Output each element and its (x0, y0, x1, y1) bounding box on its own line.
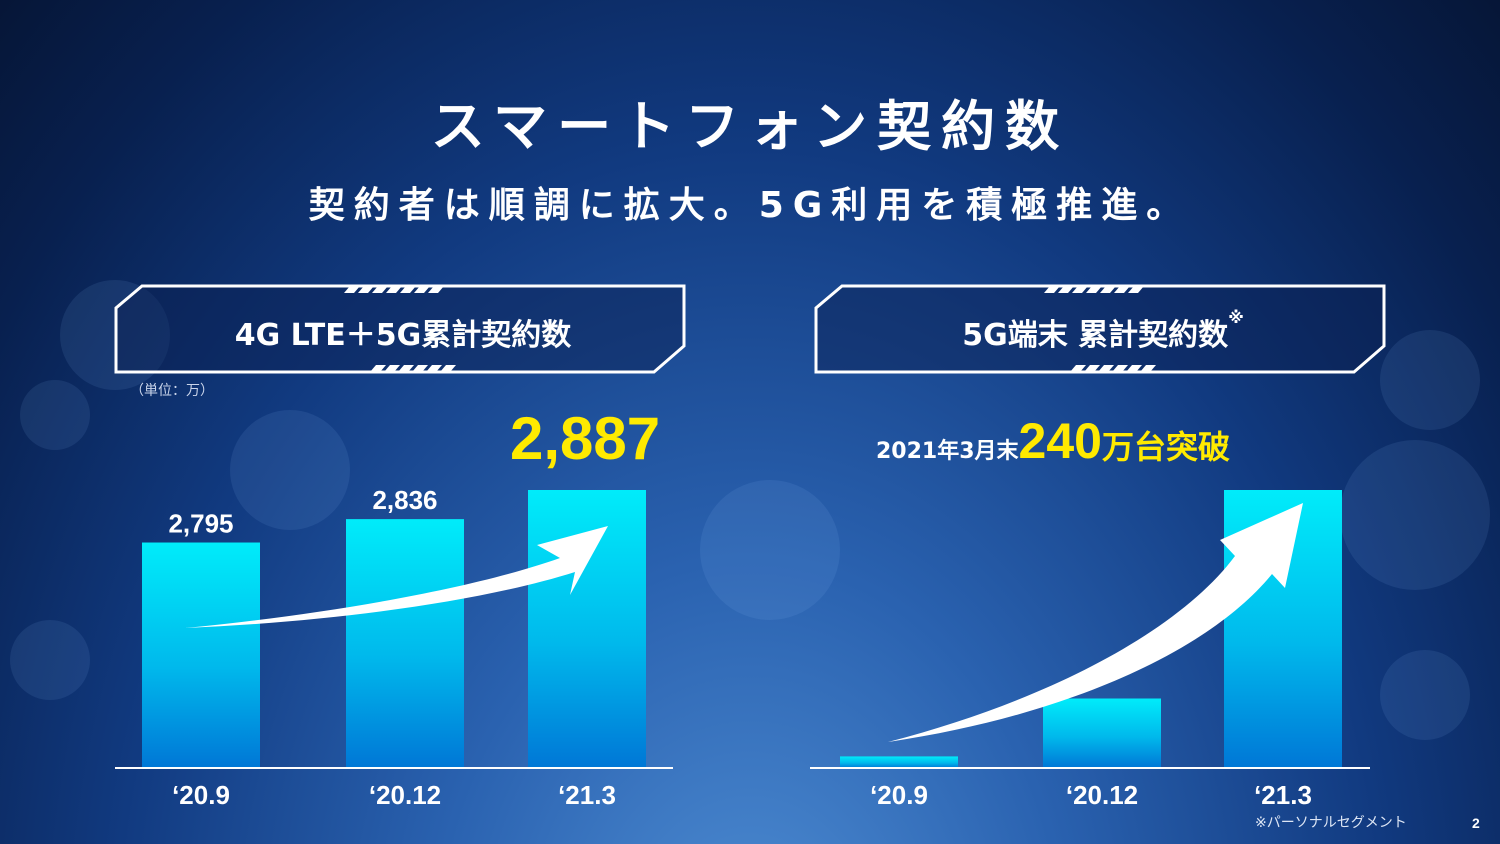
right-panel-title-mark: ※ (1228, 308, 1244, 327)
bar-1 (1043, 698, 1161, 768)
right-bar-chart: ‘20.9 ‘20.12 ‘21.3 (810, 490, 1370, 810)
x-tick-label: ‘20.9 (172, 780, 230, 810)
left-panel-title: 4G LTE＋5G累計契約数 (234, 318, 572, 353)
right-callout: 2021年3月末240万台突破 (876, 412, 1230, 470)
x-tick-label: ‘21.3 (558, 780, 616, 810)
x-tick-label: ‘20.9 (870, 780, 928, 810)
right-panel-title-text: 5G端末 累計契約数 (962, 318, 1229, 353)
x-tick-label: ‘20.12 (1066, 780, 1138, 810)
page-title: スマートフォン契約数 (430, 95, 1070, 158)
left-panel-header-frame (114, 284, 686, 374)
data-label: 2,836 (372, 485, 437, 515)
x-tick-label: ‘20.12 (369, 780, 441, 810)
right-callout-number: 240 (1018, 413, 1102, 469)
right-panel-header-frame (814, 284, 1386, 374)
right-panel-title: 5G端末 累計契約数※ (816, 308, 1390, 354)
bar-1 (346, 519, 464, 768)
footnote: ※パーソナルセグメント (1255, 815, 1407, 831)
left-bar-chart: ‘20.9 2,795 ‘20.12 2,836 ‘21.3 (142, 485, 646, 810)
bar-0 (840, 756, 958, 768)
right-callout-suffix: 万台突破 (1101, 428, 1230, 466)
right-callout-prefix: 2021年3月末 (876, 439, 1019, 464)
data-label: 2,795 (168, 509, 233, 539)
page-subtitle: 契約者は順調に拡大。5G利用を積極推進。 (308, 185, 1192, 226)
x-tick-label: ‘21.3 (1254, 780, 1312, 810)
left-growth-arrow (185, 526, 608, 628)
unit-label: （単位：万） (130, 383, 214, 399)
bar-0 (142, 542, 260, 768)
page-number: 2 (1472, 815, 1480, 831)
right-growth-arrow (888, 503, 1303, 742)
left-callout-value: 2,887 (510, 405, 661, 472)
